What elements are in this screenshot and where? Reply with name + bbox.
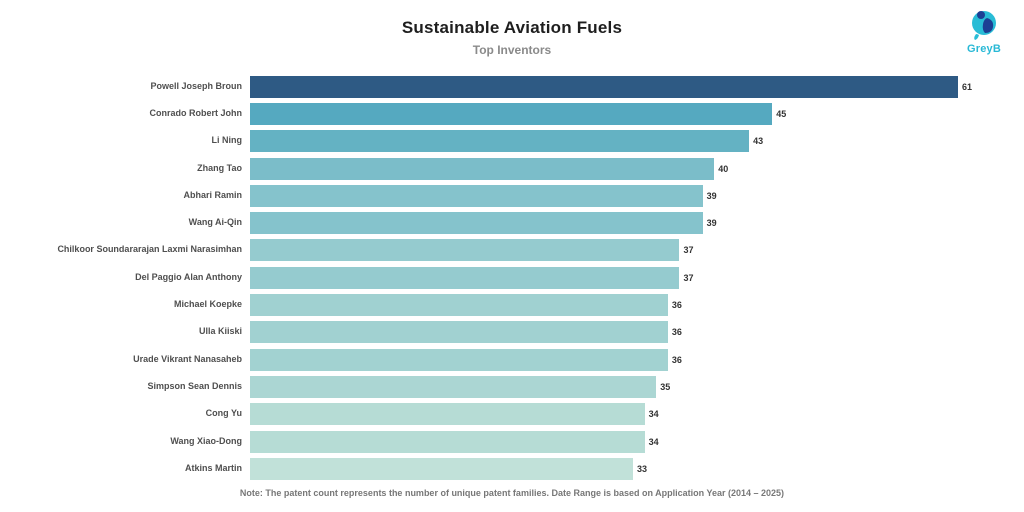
bar[interactable] xyxy=(250,266,680,289)
value-label: 61 xyxy=(962,81,973,92)
inventor-label: Powell Joseph Broun xyxy=(150,80,242,91)
bar-row: Li Ning 43 xyxy=(0,128,1024,155)
bar-chart: Powell Joseph Broun 61 Conrado Robert John… xyxy=(0,73,1024,482)
bar[interactable] xyxy=(250,75,958,98)
inventor-label: Conrado Robert John xyxy=(149,108,243,118)
bar[interactable] xyxy=(250,294,668,317)
value-label: 36 xyxy=(671,300,682,311)
bar-row: Michael Koepke 36 xyxy=(0,291,1024,318)
bar[interactable] xyxy=(250,130,750,153)
bar-row: Zhang Tao 40 xyxy=(0,155,1024,182)
value-label: 34 xyxy=(648,409,659,420)
greyb-logo[interactable]: GreyB xyxy=(960,8,1008,55)
bar-row: Wang Ai-Qin 39 xyxy=(0,209,1024,236)
inventor-label: Abhari Ramin xyxy=(183,189,242,200)
value-label: 37 xyxy=(683,272,694,283)
value-label: 33 xyxy=(637,463,648,474)
greyb-logo-text: GreyB xyxy=(966,43,1002,55)
inventor-label: Li Ning xyxy=(211,135,243,146)
bar-row: Ulla Kiiski 36 xyxy=(0,319,1024,346)
bar[interactable] xyxy=(250,157,715,180)
bar[interactable] xyxy=(250,321,668,344)
value-label: 40 xyxy=(718,163,729,174)
bar-row: Powell Joseph Broun 61 xyxy=(0,73,1024,100)
page-subtitle: Top Inventors xyxy=(472,43,552,57)
bar-row: Wang Xiao-Dong 34 xyxy=(0,428,1024,455)
bar-row: Simpson Sean Dennis 35 xyxy=(0,373,1024,400)
bar-row: Cong Yu 34 xyxy=(0,401,1024,428)
bar[interactable] xyxy=(250,348,668,371)
bar[interactable] xyxy=(250,212,703,235)
bar[interactable] xyxy=(250,403,645,426)
bar[interactable] xyxy=(250,430,645,453)
inventor-label: Ulla Kiiski xyxy=(198,326,242,337)
inventor-label: Chilkoor Soundararajan Laxmi Narasimhan xyxy=(57,244,242,255)
bar-row: Atkins Martin 33 xyxy=(0,455,1024,482)
inventor-label: Urade Vikrant Nanasaheb xyxy=(133,353,242,364)
value-label: 36 xyxy=(671,327,682,338)
page-title: Sustainable Aviation Fuels xyxy=(401,18,623,37)
bar[interactable] xyxy=(250,457,634,480)
inventor-label: Simpson Sean Dennis xyxy=(147,380,242,391)
inventor-label: Wang Ai-Qin xyxy=(188,217,242,228)
bar[interactable] xyxy=(250,184,703,207)
value-label: 45 xyxy=(776,108,787,119)
value-label: 39 xyxy=(706,190,717,201)
inventor-label: Del Paggio Alan Anthony xyxy=(135,271,242,282)
bar-row: Urade Vikrant Nanasaheb 36 xyxy=(0,346,1024,373)
value-label: 36 xyxy=(671,354,682,365)
bar[interactable] xyxy=(250,375,657,398)
bar[interactable] xyxy=(250,102,773,125)
bar-row: Abhari Ramin 39 xyxy=(0,182,1024,209)
inventor-label: Cong Yu xyxy=(205,408,242,419)
inventor-label: Zhang Tao xyxy=(197,162,242,173)
value-label: 43 xyxy=(753,136,764,147)
greyb-logo-icon xyxy=(972,11,996,40)
footnote: Note: The patent count represents the nu… xyxy=(239,488,785,498)
chart-header: Sustainable Aviation Fuels Top Inventors xyxy=(0,18,1024,57)
value-label: 35 xyxy=(660,381,671,392)
inventor-label: Michael Koepke xyxy=(173,299,242,310)
value-label: 34 xyxy=(648,436,659,447)
value-label: 39 xyxy=(706,218,717,229)
bar-row: Del Paggio Alan Anthony 37 xyxy=(0,264,1024,291)
inventor-label: Atkins Martin xyxy=(184,462,242,473)
bar-row: Chilkoor Soundararajan Laxmi Narasimhan 3… xyxy=(0,237,1024,264)
bar[interactable] xyxy=(250,239,680,262)
bar-row: Conrado Robert John 45 xyxy=(0,100,1024,127)
inventor-label: Wang Xiao-Dong xyxy=(170,435,242,446)
value-label: 37 xyxy=(683,245,694,256)
